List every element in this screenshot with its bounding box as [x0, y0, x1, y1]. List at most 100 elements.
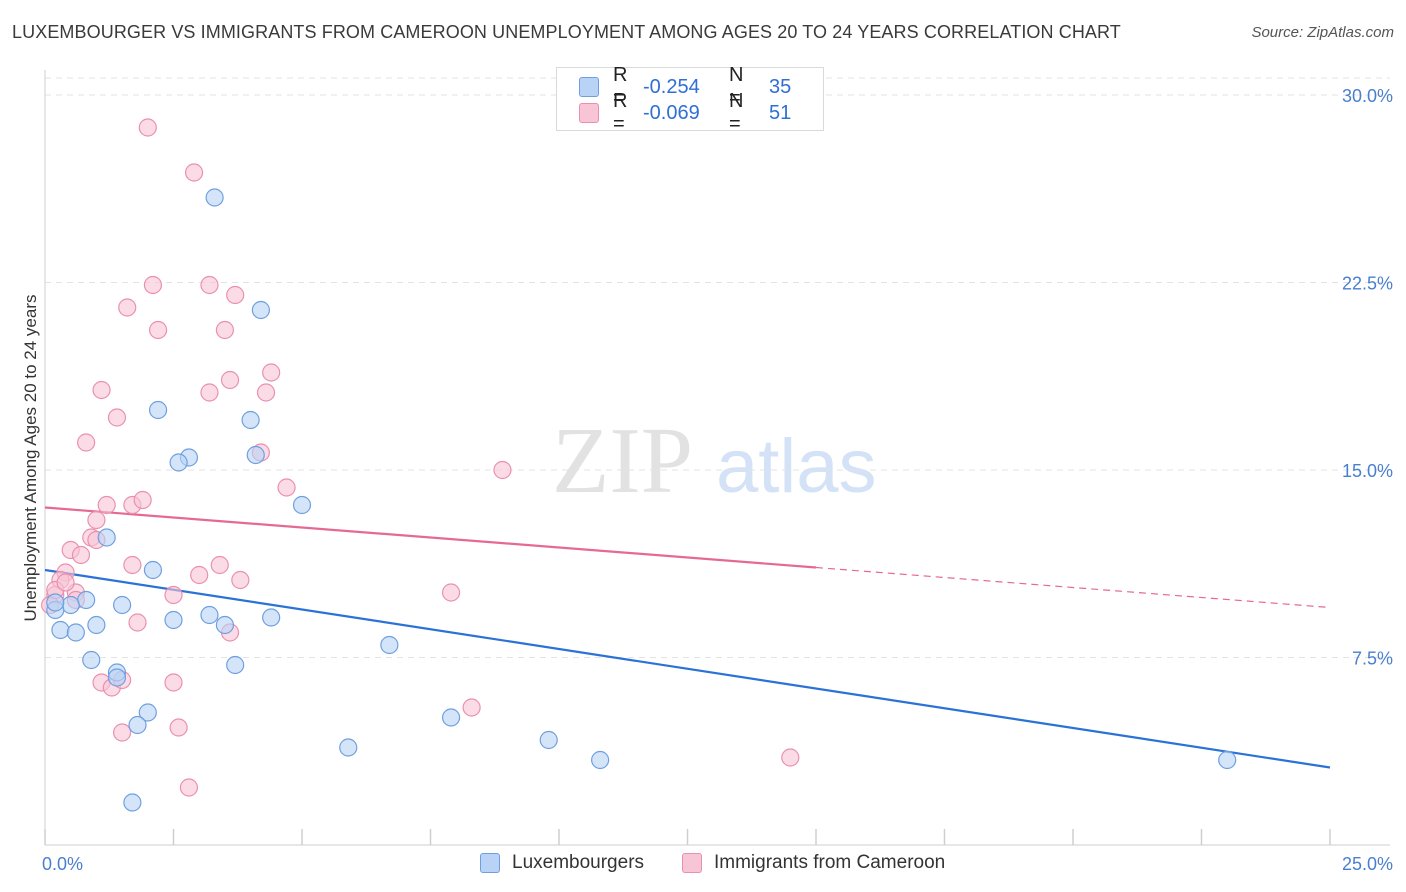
x-tick-label: 0.0%: [42, 854, 83, 874]
y-tick-label: 30.0%: [1342, 86, 1393, 106]
luxembourgers-point: [251, 300, 270, 320]
cameroon-trend-extension: [815, 566, 1331, 609]
cameroon-point: [164, 673, 183, 692]
r-label: R =: [613, 90, 628, 135]
x-tick-labels: 0.0% 25.0%: [42, 854, 1393, 874]
legend-item-luxembourgers[interactable]: Luxembourgers: [480, 852, 644, 874]
luxembourgers-point: [205, 188, 224, 207]
luxembourgers-point: [123, 793, 142, 812]
luxembourgers-trend-line: [44, 568, 1331, 769]
cameroon-point: [143, 275, 163, 295]
axes: [44, 70, 1390, 846]
cameroon-point: [118, 298, 137, 317]
cameroon-point: [493, 460, 512, 480]
luxembourgers-point: [82, 650, 101, 670]
luxembourgers-swatch: [579, 77, 599, 97]
cameroon-point: [200, 275, 219, 295]
luxembourgers-point: [87, 615, 106, 635]
n-label: N =: [729, 90, 744, 135]
cameroon-point: [164, 585, 183, 605]
cameroon-point: [56, 573, 75, 592]
watermark-zip: ZIP: [552, 409, 693, 513]
luxembourgers-point: [51, 620, 70, 640]
cameroon-point: [123, 555, 142, 575]
legend-label: Immigrants from Cameroon: [714, 852, 946, 873]
n-value: 35: [769, 75, 792, 98]
trend-lines: [44, 506, 1331, 769]
stats-row-cameroon: R = -0.069 N = 51: [579, 90, 792, 135]
luxembourgers-point: [1218, 750, 1237, 770]
series-legend: Luxembourgers Immigrants from Cameroon: [0, 852, 1406, 878]
cameroon-point: [210, 555, 229, 575]
r-value: -0.254: [643, 75, 700, 98]
luxembourgers-point: [138, 703, 157, 722]
cameroon-point: [215, 320, 234, 340]
r-value: -0.069: [643, 101, 700, 124]
cameroon-swatch: [682, 853, 702, 873]
n-value: 51: [769, 101, 792, 124]
r-label: R =: [613, 64, 628, 109]
cameroon-point: [781, 748, 800, 767]
cameroon-point: [262, 363, 281, 382]
legend-label: Luxembourgers: [512, 852, 645, 873]
luxembourgers-point: [128, 715, 147, 735]
luxembourgers-point: [441, 708, 461, 727]
cameroon-point: [441, 583, 461, 602]
cameroon-point: [256, 383, 276, 402]
y-tick-label: 7.5%: [1352, 649, 1393, 669]
cameroon-swatch: [579, 103, 599, 123]
luxembourgers-point: [112, 595, 132, 615]
chart-title: LUXEMBOURGER VS IMMIGRANTS FROM CAMEROON…: [12, 22, 1121, 42]
luxembourgers-point: [164, 610, 183, 630]
cameroon-point: [220, 370, 240, 390]
cameroon-point: [200, 383, 219, 402]
legend-item-cameroon[interactable]: Immigrants from Cameroon: [682, 852, 945, 874]
luxembourgers-point: [148, 400, 168, 420]
luxembourgers-point: [61, 595, 80, 615]
cameroon-point: [97, 495, 116, 515]
luxembourgers-swatch: [480, 853, 500, 873]
luxembourgers-point: [292, 495, 312, 515]
cameroon-point: [179, 778, 199, 797]
y-tick-label: 15.0%: [1342, 461, 1393, 481]
luxembourgers-point: [591, 750, 610, 770]
luxembourgers-point: [77, 590, 96, 610]
luxembourgers-point: [262, 608, 281, 627]
cameroon-point: [277, 478, 296, 497]
luxembourgers-point: [169, 453, 188, 472]
grid-lines: [45, 77, 1390, 658]
watermark-atlas: atlas: [716, 424, 877, 509]
cameroon-point: [87, 510, 106, 530]
stats-legend: R = -0.254 N = 35 R = -0.069 N = 51: [556, 64, 824, 135]
source-label: Source: ZipAtlas.com: [1251, 24, 1394, 41]
cameroon-point: [133, 490, 152, 510]
cameroon-point: [128, 613, 147, 632]
n-label: N =: [729, 64, 744, 109]
y-tick-labels: 7.5% 15.0% 22.5% 30.0%: [1342, 86, 1393, 669]
cameroon-point: [92, 380, 111, 400]
cameroon-point: [112, 723, 132, 742]
stats-row-luxembourgers: R = -0.254 N = 35: [579, 64, 792, 109]
cameroon-point: [231, 570, 250, 590]
luxembourgers-point: [200, 605, 219, 625]
luxembourgers-point: [46, 593, 65, 612]
data-points: [41, 118, 1237, 812]
cameroon-point: [148, 320, 168, 340]
cameroon-trend-line: [44, 506, 817, 569]
luxembourgers-point: [339, 738, 358, 757]
cameroon-point: [107, 408, 127, 427]
luxembourgers-point: [143, 560, 163, 580]
luxembourgers-point: [539, 730, 558, 750]
luxembourgers-point: [241, 410, 260, 430]
luxembourgers-point: [107, 668, 127, 687]
cameroon-point: [462, 698, 481, 717]
luxembourgers-point: [97, 528, 116, 547]
y-axis-label: Unemployment Among Ages 20 to 24 years: [21, 295, 40, 622]
y-tick-label: 22.5%: [1342, 274, 1393, 294]
cameroon-point: [71, 545, 91, 565]
cameroon-point: [77, 433, 96, 452]
luxembourgers-point: [380, 635, 399, 655]
x-tick-label: 25.0%: [1342, 854, 1393, 874]
watermark: ZIP atlas: [552, 409, 877, 513]
